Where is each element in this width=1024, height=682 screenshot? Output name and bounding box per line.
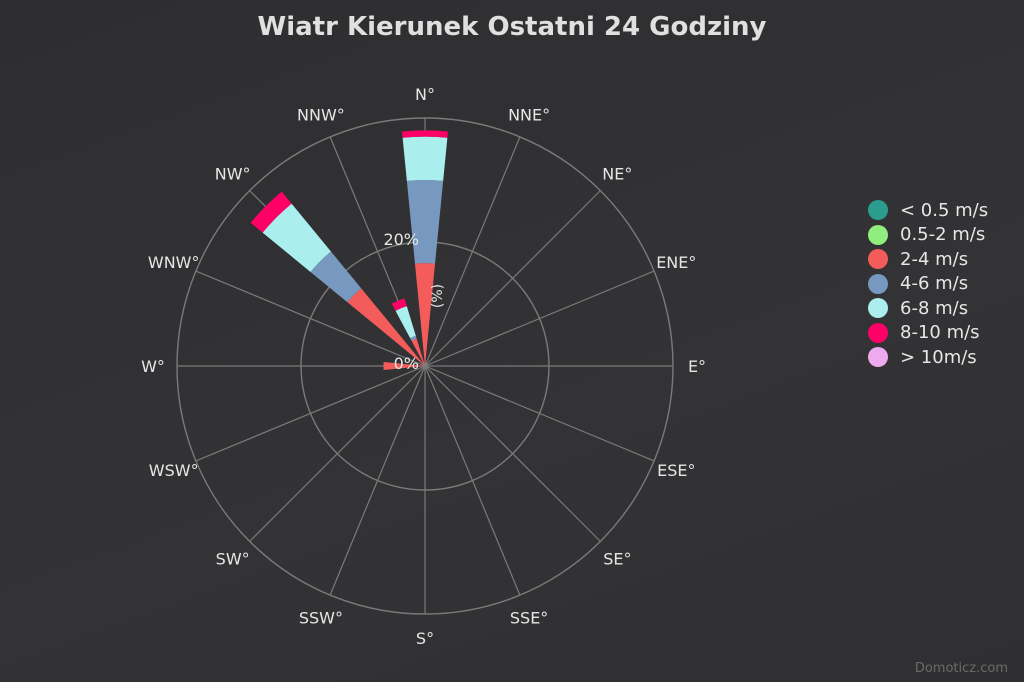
radial-tick-1: 20% [383, 230, 419, 249]
grid-spoke-7 [424, 365, 521, 596]
legend-item[interactable]: 6-8 m/s [868, 296, 988, 321]
direction-label-ene: ENE° [656, 253, 696, 272]
legend-label: 0.5-2 m/s [900, 224, 986, 246]
direction-labels: N° NNE° NE° ENE° E° ESE° SE° SSE° S° SSW° SW° WSW° W… [141, 85, 706, 648]
radial-tick-0: 0% [394, 354, 419, 373]
radial-unit-label: (%) [430, 284, 446, 308]
direction-label-w: W° [141, 357, 165, 376]
legend-swatch [868, 347, 888, 368]
legend-label: 4-6 m/s [900, 273, 969, 295]
credits-link[interactable]: Domoticz.com [914, 661, 1008, 676]
legend-swatch [868, 298, 888, 319]
bar-nnw-series-3[interactable] [410, 335, 417, 341]
bar-nnw-series-5[interactable] [391, 298, 407, 311]
grid-spoke-2 [424, 190, 601, 367]
legend-swatch [868, 200, 888, 221]
direction-label-s: S° [416, 629, 434, 648]
grid-spoke-3 [424, 270, 655, 367]
legend-label: < 0.5 m/s [900, 199, 989, 221]
legend-item[interactable]: 0.5-2 m/s [868, 223, 988, 248]
bar-n-series-3[interactable] [406, 180, 444, 264]
grid-spoke-5 [424, 365, 655, 462]
grid-spoke-6 [424, 365, 601, 542]
bar-nw-series-3[interactable] [310, 251, 362, 303]
grid-spoke-1 [424, 136, 521, 367]
legend-swatch [868, 224, 888, 245]
legend-swatch [868, 249, 888, 270]
direction-label-sse: SSE° [510, 608, 548, 627]
legend: < 0.5 m/s 0.5-2 m/s 2-4 m/s 4-6 m/s 6-8 m/s 8… [868, 198, 988, 370]
legend-label: 2-4 m/s [900, 248, 969, 270]
direction-label-sw: SW° [216, 549, 250, 568]
bar-nw-series-4[interactable] [262, 203, 331, 272]
radial-ticks: (%) 0% 20% [383, 230, 446, 373]
direction-label-se: SE° [603, 549, 631, 568]
direction-label-ese: ESE° [657, 461, 695, 480]
direction-label-ne: NE° [602, 165, 632, 184]
bar-n-series-4[interactable] [402, 136, 448, 181]
legend-item[interactable]: 2-4 m/s [868, 247, 988, 272]
wind-bars [250, 130, 448, 371]
grid-spoke-11 [195, 365, 426, 462]
legend-label: 6-8 m/s [900, 297, 969, 319]
legend-label: 8-10 m/s [900, 322, 980, 344]
grid-spoke-10 [249, 365, 426, 542]
polar-grid [176, 117, 674, 615]
bar-n-series-5[interactable] [402, 130, 448, 138]
direction-label-wnw: WNW° [148, 253, 200, 272]
grid-spoke-9 [329, 365, 426, 596]
legend-item[interactable]: < 0.5 m/s [868, 198, 988, 223]
bar-n-series-2[interactable] [414, 263, 436, 366]
legend-item[interactable]: 8-10 m/s [868, 321, 988, 346]
direction-label-e: E° [688, 357, 706, 376]
bar-w-series-2[interactable] [383, 361, 423, 371]
bar-nw-series-5[interactable] [250, 191, 292, 233]
legend-item[interactable]: 4-6 m/s [868, 272, 988, 297]
direction-label-nne: NNE° [508, 106, 550, 125]
direction-label-wsw: WSW° [149, 461, 199, 480]
direction-label-nnw: NNW° [297, 106, 345, 125]
direction-label-n: N° [415, 85, 435, 104]
legend-swatch [868, 273, 888, 294]
chart-title: Wiatr Kierunek Ostatni 24 Godziny [257, 12, 767, 42]
grid-spoke-13 [195, 270, 426, 367]
legend-item[interactable]: > 10m/s [868, 345, 988, 370]
bar-nnw-series-4[interactable] [395, 306, 416, 339]
direction-label-ssw: SSW° [299, 608, 343, 627]
legend-swatch [868, 322, 888, 343]
direction-label-nw: NW° [215, 165, 251, 184]
bar-nnw-series-2[interactable] [411, 338, 425, 366]
bar-nw-series-2[interactable] [347, 288, 425, 366]
legend-label: > 10m/s [900, 346, 977, 368]
